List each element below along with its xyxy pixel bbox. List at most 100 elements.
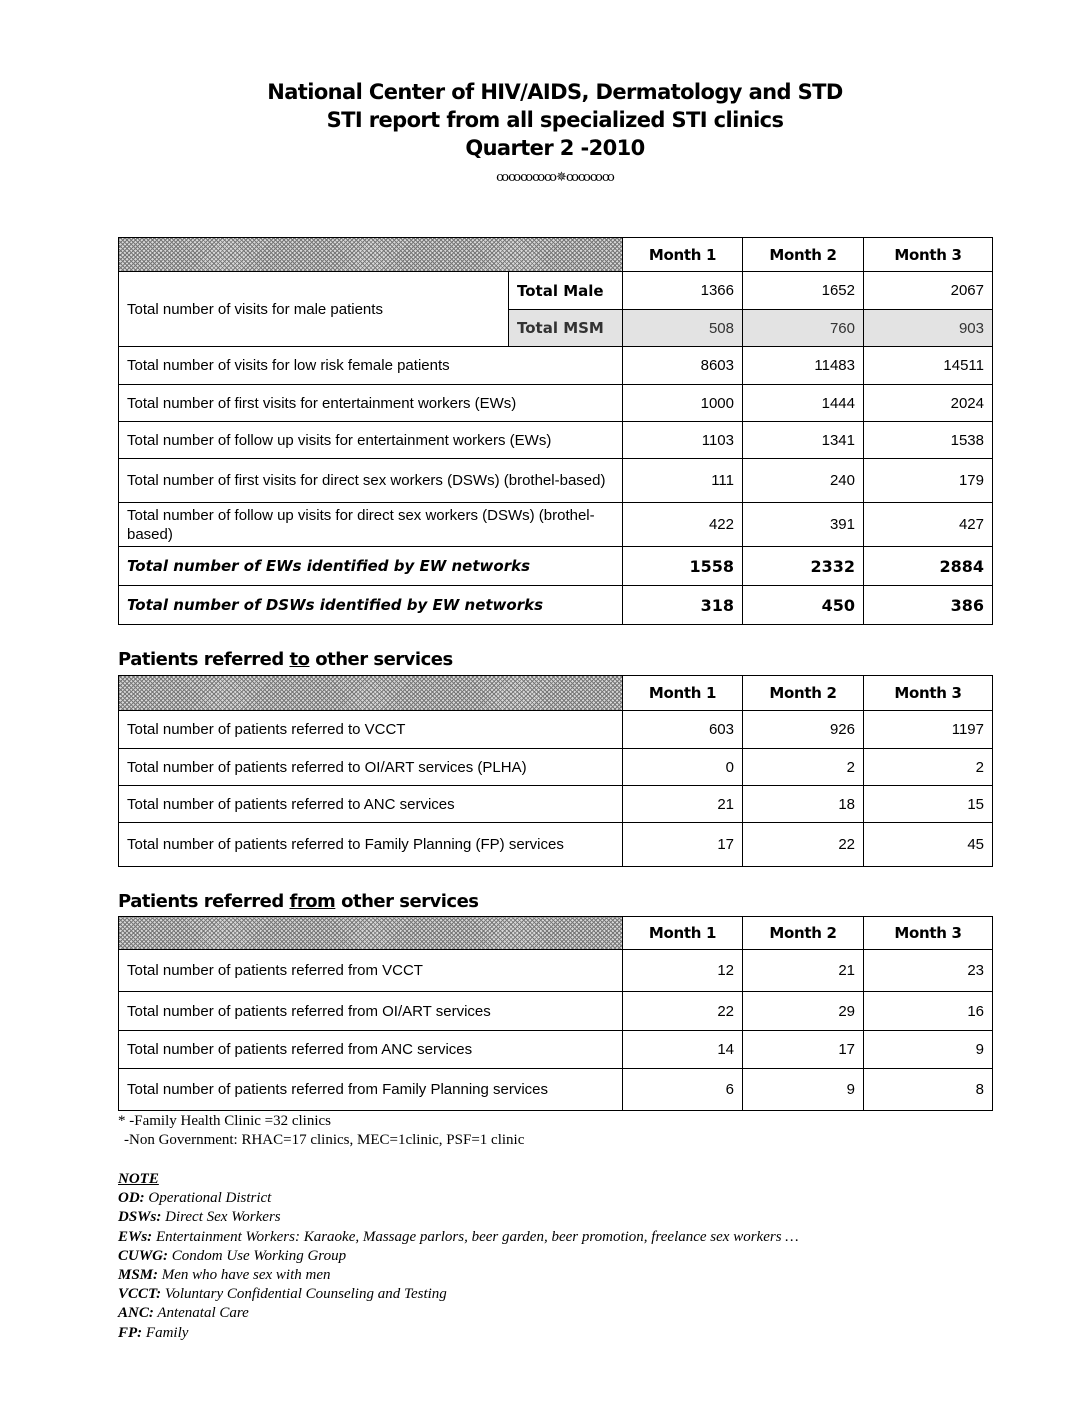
row-label: Total number of first visits for direct … [118, 458, 623, 503]
note-item: CUWG: Condom Use Working Group [118, 1247, 799, 1266]
referred-to-table: Month 1 Month 2 Month 3 Total number of pat… [118, 675, 993, 867]
cell: 22 [742, 822, 864, 867]
table-row: Total number of first visits for enterta… [118, 384, 993, 422]
cell: 9 [742, 1068, 864, 1111]
cell: 18 [742, 785, 864, 823]
table-row: Total number of patients referred from F… [118, 1068, 993, 1111]
heading-key: to [289, 649, 310, 670]
cell: 6 [622, 1068, 743, 1111]
cell: 1197 [863, 710, 993, 749]
row-label: Total number of patients referred to ANC… [118, 785, 623, 823]
note-abbr: VCCT: [118, 1286, 162, 1303]
note-item: EWs: Entertainment Workers: Karaoke, Mas… [118, 1228, 799, 1247]
cell: 1652 [742, 271, 864, 310]
cell: 9 [863, 1030, 993, 1069]
footnote-1: * -Family Health Clinic =32 clinics [118, 1113, 332, 1129]
note-text: Condom Use Working Group [168, 1247, 347, 1264]
cell: 386 [863, 585, 993, 625]
table-row: Total number of patients referred to ANC… [118, 785, 993, 823]
table-row: Total number of visits for male patients… [118, 271, 993, 347]
cell: 603 [622, 710, 743, 749]
cell: 450 [742, 585, 864, 625]
cell: 22 [622, 991, 743, 1031]
heading-text: other services [309, 649, 453, 670]
row-label: Total number of patients referred from V… [118, 949, 623, 992]
cell: 1341 [742, 421, 864, 459]
cell: 2067 [863, 271, 993, 310]
note-abbr: EWs: [118, 1228, 153, 1245]
notes-title: NOTE [118, 1171, 159, 1187]
visits-table: Month 1 Month 2 Month 3 Total number of … [118, 237, 993, 625]
table-row: Total number of first visits for direct … [118, 458, 993, 503]
note-text: Men who have sex with men [158, 1267, 331, 1284]
header-month-3: Month 3 [863, 675, 993, 711]
table-row: Total number of patients referred from A… [118, 1030, 993, 1069]
note-abbr: ANC: [118, 1305, 154, 1322]
cell: 0 [622, 748, 743, 786]
note-text: Family [142, 1324, 189, 1341]
row-label: Total number of patients referred from F… [118, 1068, 623, 1111]
heading-text: other services [335, 891, 479, 912]
cell: 21 [742, 949, 864, 992]
note-text: Operational District [144, 1190, 272, 1207]
header-month-3: Month 3 [863, 237, 993, 272]
header-month-2: Month 2 [742, 675, 864, 711]
section-heading-referred-from: Patients referred from other services [118, 891, 479, 912]
cell: 8 [863, 1068, 993, 1111]
cell: 1538 [863, 421, 993, 459]
cell: 17 [742, 1030, 864, 1069]
cell: 15 [863, 785, 993, 823]
note-text: Direct Sex Workers [161, 1209, 281, 1226]
heading-key: from [289, 891, 336, 912]
note-item: OD: Operational District [118, 1189, 799, 1208]
note-abbr: CUWG: [118, 1247, 169, 1264]
cell: 2 [863, 748, 993, 786]
table-row: Total number of patients referred to Fam… [118, 822, 993, 867]
hatched-header-cell [118, 237, 623, 272]
table-row: Total number of visits for low risk fema… [118, 346, 993, 385]
table-row: Total number of patients referred to OI/… [118, 748, 993, 786]
cell: 2 [742, 748, 864, 786]
header-month-2: Month 2 [742, 916, 864, 950]
notes-block: NOTE OD: Operational District DSWs: Direc… [118, 1170, 799, 1343]
cell: 17 [622, 822, 743, 867]
cell: 23 [863, 949, 993, 992]
cell: 45 [863, 822, 993, 867]
cell: 903 [863, 309, 993, 347]
table-row: Total number of patients referred from V… [118, 949, 993, 992]
referred-from-table: Month 1 Month 2 Month 3 Total number of pat… [118, 916, 993, 1111]
row-label: Total number of patients referred to OI/… [118, 748, 623, 786]
title-line-1: National Center of HIV/AIDS, Dermatology… [267, 80, 843, 104]
header-month-1: Month 1 [622, 675, 743, 711]
row-label: Total number of visits for male patients [118, 271, 509, 347]
header-month-2: Month 2 [742, 237, 864, 272]
cell: 8603 [622, 346, 743, 385]
row-label: Total number of patients referred to Fam… [118, 822, 623, 867]
note-item: VCCT: Voluntary Confidential Counseling … [118, 1285, 799, 1304]
row-label: Total number of follow up visits for ent… [118, 421, 623, 459]
cell: 14511 [863, 346, 993, 385]
cell: 14 [622, 1030, 743, 1069]
row-label: Total number of patients referred to VCC… [118, 710, 623, 749]
hatched-header-cell [118, 916, 623, 950]
cell: 391 [742, 502, 864, 547]
row-label: Total number of follow up visits for dir… [118, 502, 623, 547]
cell: 760 [742, 309, 864, 347]
cell: 111 [622, 458, 743, 503]
table-row: Total number of patients referred to VCC… [118, 710, 993, 749]
header-month-1: Month 1 [622, 237, 743, 272]
table-row: Total number of patients referred from O… [118, 991, 993, 1031]
note-text: Antenatal Care [153, 1305, 249, 1322]
cell: 16 [863, 991, 993, 1031]
cell: 1366 [622, 271, 743, 310]
cell: 1444 [742, 384, 864, 422]
heading-text: Patients referred [118, 649, 290, 670]
cell: 179 [863, 458, 993, 503]
cell: 2024 [863, 384, 993, 422]
row-label: Total number of patients referred from A… [118, 1030, 623, 1069]
header-month-3: Month 3 [863, 916, 993, 950]
note-item: ANC: Antenatal Care [118, 1304, 799, 1323]
row-label: Total number of patients referred from O… [118, 991, 623, 1031]
title-line-2: STI report from all specialized STI clin… [326, 108, 784, 132]
note-abbr: DSWs: [118, 1209, 162, 1226]
